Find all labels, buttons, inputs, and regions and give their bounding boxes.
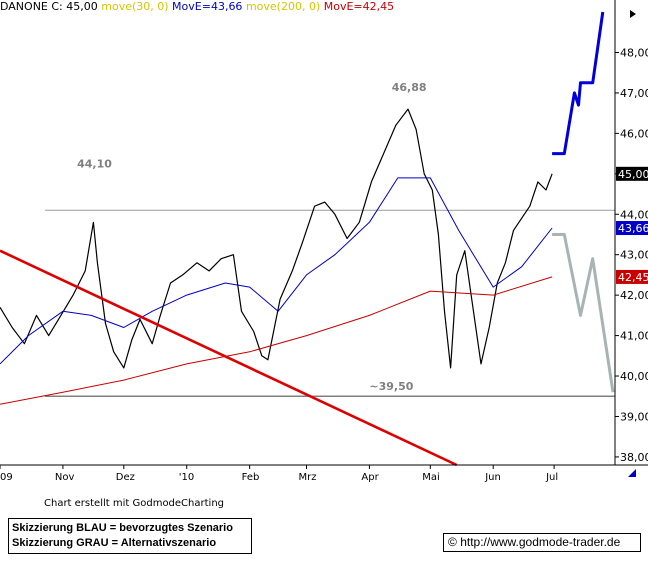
danone-c-series (0, 108, 553, 369)
y-tick-label: 46,00 (620, 127, 648, 140)
price-label-text: 42,45 (618, 271, 648, 284)
ema-short-series (0, 177, 553, 365)
y-tick-label: 39,00 (620, 410, 648, 423)
note-blue: Skizzierung BLAU = bevorzugtes Szenario (12, 522, 233, 534)
legend-ema200: MovE=42,45 (323, 0, 395, 13)
price-label-box (616, 221, 648, 236)
price-label-box (616, 166, 648, 181)
price-label-text: 43,66 (618, 222, 648, 235)
annotation-support: ~39,50 (369, 380, 413, 393)
x-tick-label: 09 (0, 472, 13, 483)
legend-ticker: DANONE C: 45,00 (0, 0, 98, 13)
x-tick-label: '10 (179, 472, 194, 483)
note-grey: Skizzierung GRAU = Alternativszenario (12, 537, 217, 549)
y-tick-label: 48,00 (620, 46, 648, 59)
x-tick-label: Apr (361, 472, 379, 483)
grey-scenario-series (552, 233, 615, 393)
chart-legend: DANONE C: 45,00 move(30, 0) MovE=43,66 m… (0, 0, 394, 13)
price-label-box (616, 269, 648, 284)
x-tick-label: Mai (422, 472, 440, 483)
axis-scroll-arrow-icon (628, 469, 636, 477)
x-tick-label: Mrz (298, 472, 316, 483)
axis-marker-icon (630, 10, 636, 18)
y-tick-label: 44,00 (620, 208, 648, 221)
trendline-series (0, 249, 458, 467)
annotation-resistance: 44,10 (77, 158, 112, 171)
x-tick-label: Dez (116, 472, 135, 483)
y-tick-label: 42,00 (620, 289, 648, 302)
x-tick-label: Jun (484, 472, 501, 483)
legend-ma30: move(30, 0) (101, 0, 169, 13)
website-url[interactable]: http://www.godmode-trader.de (460, 535, 621, 549)
price-label-text: 45,00 (618, 168, 648, 181)
ema-long-series (0, 276, 553, 405)
website-link[interactable]: © http://www.godmode-trader.de (443, 533, 641, 552)
y-tick-label: 40,00 (620, 370, 648, 383)
annotation-high: 46,88 (392, 81, 427, 94)
x-tick-label: Feb (242, 472, 260, 483)
y-tick-label: 41,00 (620, 330, 648, 343)
x-tick-label: Jul (545, 472, 558, 483)
legend-ema: MovE=43,66 (172, 0, 243, 13)
blue-scenario-series (552, 11, 605, 156)
y-tick-label: 38,00 (620, 451, 648, 464)
y-tick-label: 47,00 (620, 87, 648, 100)
legend-ma200: move(200, 0) (245, 0, 321, 13)
y-tick-label: 43,00 (620, 249, 648, 262)
x-tick-label: Nov (55, 472, 75, 483)
scenario-notes: Skizzierung BLAU = bevorzugtes Szenario … (8, 518, 252, 554)
chart-credit: Chart erstellt mit GodmodeCharting (44, 498, 224, 509)
